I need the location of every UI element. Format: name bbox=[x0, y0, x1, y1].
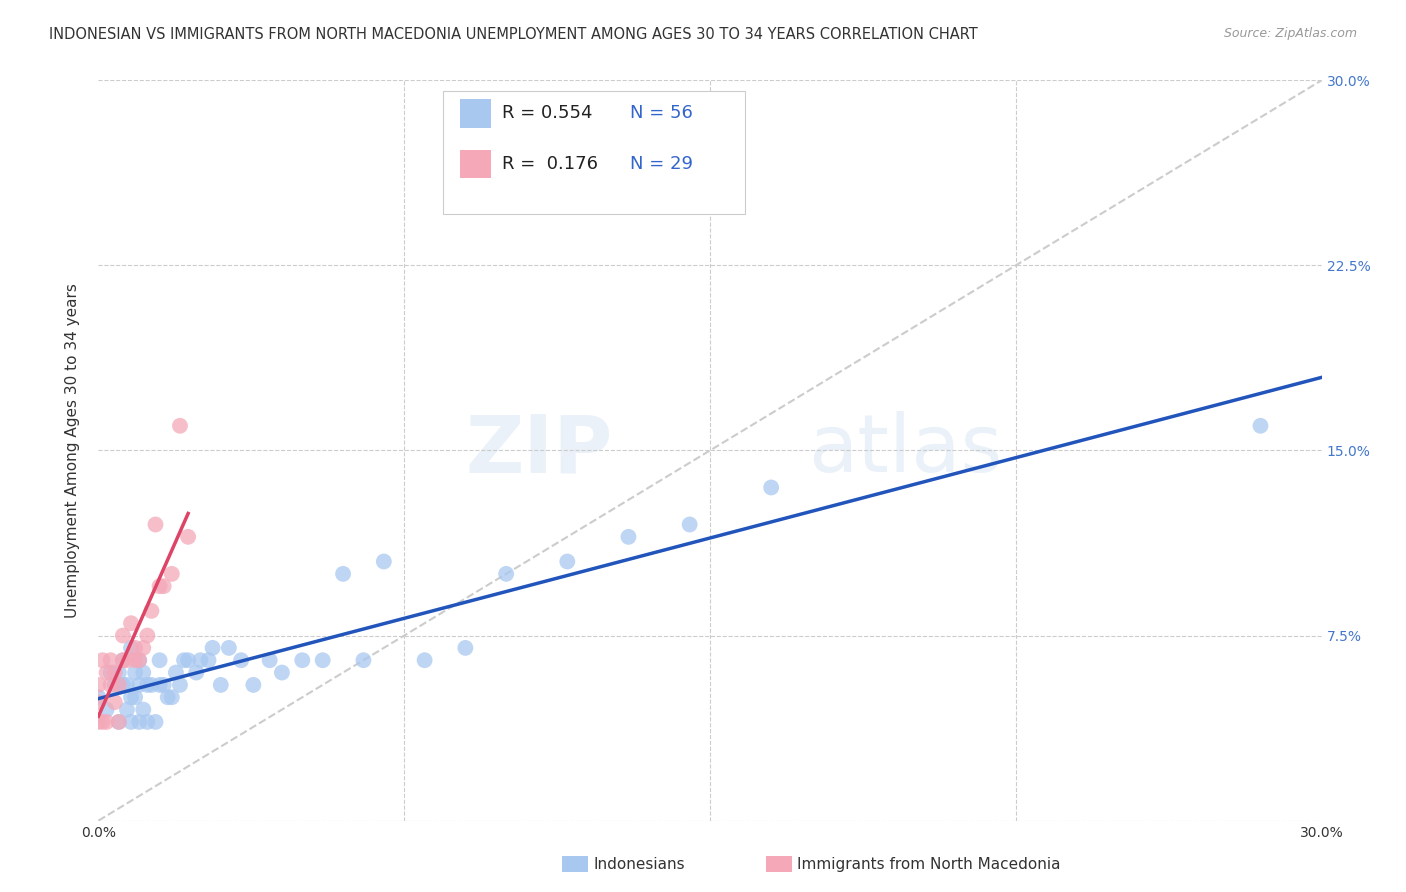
Point bbox=[1249, 418, 1271, 433]
Point bbox=[495, 566, 517, 581]
Point bbox=[145, 714, 167, 729]
Point bbox=[173, 653, 195, 667]
Text: INDONESIAN VS IMMIGRANTS FROM NORTH MACEDONIA UNEMPLOYMENT AMONG AGES 30 TO 34 Y: INDONESIAN VS IMMIGRANTS FROM NORTH MACE… bbox=[49, 27, 979, 42]
Point bbox=[115, 703, 138, 717]
Point bbox=[373, 555, 395, 569]
Point bbox=[169, 678, 191, 692]
Text: N = 56: N = 56 bbox=[630, 104, 693, 122]
Point bbox=[124, 653, 146, 667]
Text: R = 0.554: R = 0.554 bbox=[502, 104, 592, 122]
Point bbox=[209, 678, 232, 692]
Y-axis label: Unemployment Among Ages 30 to 34 years: Unemployment Among Ages 30 to 34 years bbox=[65, 283, 80, 618]
Point bbox=[104, 665, 127, 680]
Point bbox=[679, 517, 702, 532]
Point bbox=[124, 665, 146, 680]
Point bbox=[242, 678, 264, 692]
Point bbox=[145, 517, 167, 532]
Point bbox=[108, 714, 131, 729]
Point bbox=[188, 653, 212, 667]
Point bbox=[115, 653, 138, 667]
Text: Source: ZipAtlas.com: Source: ZipAtlas.com bbox=[1223, 27, 1357, 40]
Point bbox=[454, 640, 477, 655]
Point bbox=[87, 714, 110, 729]
Point bbox=[186, 665, 208, 680]
Point bbox=[96, 703, 118, 717]
Point bbox=[136, 714, 159, 729]
Point bbox=[136, 678, 159, 692]
Point bbox=[104, 695, 127, 709]
Point bbox=[132, 640, 155, 655]
Point bbox=[555, 555, 579, 569]
Point bbox=[124, 690, 146, 705]
Text: atlas: atlas bbox=[808, 411, 1002, 490]
Point bbox=[270, 665, 294, 680]
Point bbox=[87, 695, 110, 709]
Point bbox=[128, 653, 150, 667]
Point bbox=[100, 665, 122, 680]
Point bbox=[149, 653, 172, 667]
Point bbox=[111, 678, 134, 692]
Point bbox=[152, 579, 174, 593]
Point bbox=[120, 640, 142, 655]
Point bbox=[141, 604, 163, 618]
Point bbox=[332, 566, 354, 581]
Text: N = 29: N = 29 bbox=[630, 155, 693, 173]
Point bbox=[128, 678, 150, 692]
Point bbox=[91, 653, 114, 667]
Point bbox=[231, 653, 253, 667]
Point bbox=[96, 665, 118, 680]
Point bbox=[177, 530, 200, 544]
Point bbox=[352, 653, 374, 667]
Point bbox=[96, 714, 118, 729]
Point bbox=[218, 640, 240, 655]
Text: ZIP: ZIP bbox=[465, 411, 612, 490]
Point bbox=[312, 653, 335, 667]
Point bbox=[128, 714, 150, 729]
Point bbox=[169, 418, 191, 433]
Point bbox=[152, 678, 174, 692]
Text: R =  0.176: R = 0.176 bbox=[502, 155, 598, 173]
Point bbox=[177, 653, 200, 667]
Point bbox=[124, 640, 146, 655]
Point bbox=[617, 530, 640, 544]
Point bbox=[136, 628, 159, 642]
Point bbox=[160, 690, 183, 705]
Point bbox=[108, 665, 131, 680]
Point bbox=[413, 653, 436, 667]
Point bbox=[160, 566, 183, 581]
Point bbox=[87, 678, 110, 692]
Point bbox=[108, 714, 131, 729]
Point bbox=[91, 714, 114, 729]
Point bbox=[111, 653, 134, 667]
Point bbox=[761, 480, 783, 494]
Text: Immigrants from North Macedonia: Immigrants from North Macedonia bbox=[797, 857, 1060, 871]
Point bbox=[104, 678, 127, 692]
Point bbox=[165, 665, 187, 680]
Point bbox=[111, 628, 134, 642]
Point bbox=[201, 640, 224, 655]
Point bbox=[100, 678, 122, 692]
Point bbox=[149, 579, 172, 593]
Point bbox=[141, 678, 163, 692]
Point bbox=[87, 690, 110, 705]
Point bbox=[197, 653, 219, 667]
Point bbox=[115, 678, 138, 692]
Point bbox=[132, 665, 155, 680]
Point bbox=[100, 653, 122, 667]
Point bbox=[156, 690, 179, 705]
Point bbox=[120, 690, 142, 705]
Point bbox=[111, 653, 134, 667]
Point bbox=[120, 616, 142, 631]
Point bbox=[128, 653, 150, 667]
Point bbox=[291, 653, 314, 667]
Point bbox=[132, 703, 155, 717]
Point bbox=[108, 678, 131, 692]
Point bbox=[259, 653, 281, 667]
Point bbox=[120, 714, 142, 729]
Point bbox=[149, 678, 172, 692]
Text: Indonesians: Indonesians bbox=[593, 857, 685, 871]
